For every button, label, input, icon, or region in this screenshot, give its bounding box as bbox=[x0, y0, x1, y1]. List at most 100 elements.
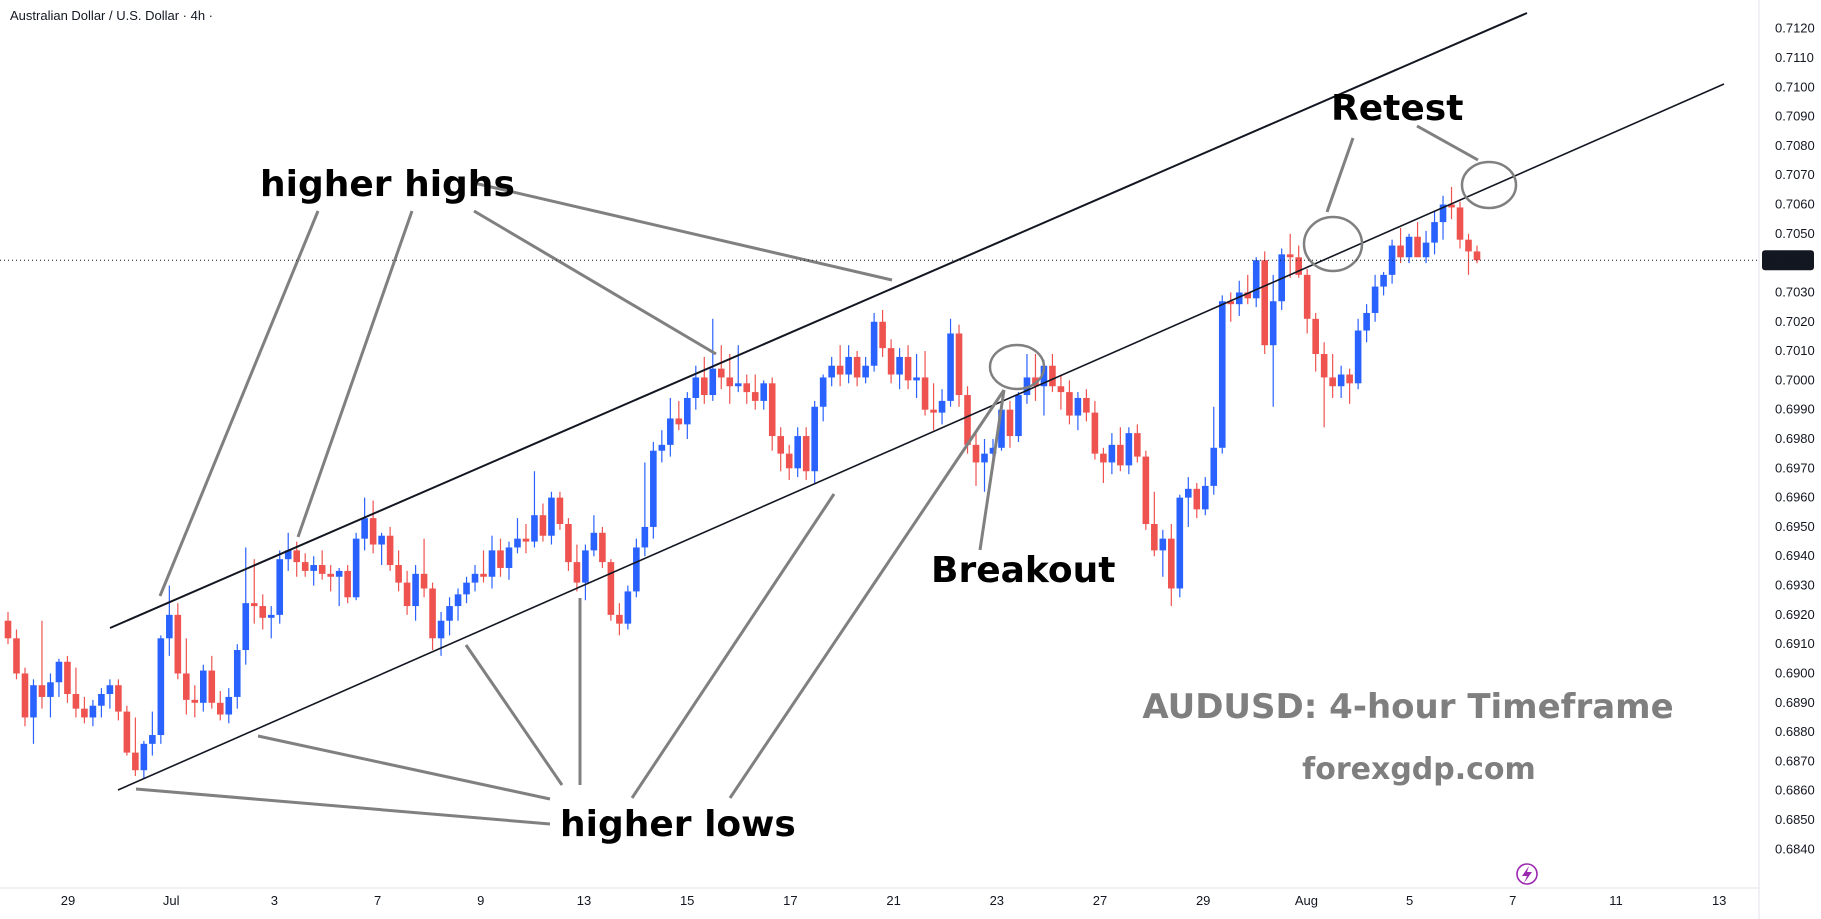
candle[interactable] bbox=[1371, 274, 1379, 322]
candle[interactable] bbox=[1303, 269, 1311, 334]
candle[interactable] bbox=[1168, 524, 1175, 607]
candle[interactable] bbox=[225, 688, 233, 724]
candle[interactable] bbox=[1456, 201, 1464, 249]
candle[interactable] bbox=[836, 345, 844, 387]
candle[interactable] bbox=[1015, 392, 1022, 442]
candle[interactable] bbox=[947, 318, 954, 407]
candle[interactable] bbox=[930, 383, 937, 431]
candle[interactable] bbox=[267, 606, 275, 639]
candle[interactable] bbox=[981, 439, 988, 492]
candle[interactable] bbox=[641, 462, 649, 557]
candle[interactable] bbox=[522, 524, 530, 554]
candle[interactable] bbox=[1049, 354, 1056, 393]
candle[interactable] bbox=[1388, 239, 1396, 284]
candle[interactable] bbox=[132, 717, 139, 777]
price-axis[interactable]: 0.7120 0.7110 0.7100 0.7090 0.7080 0.7070 0.70… bbox=[1775, 21, 1815, 857]
candle[interactable] bbox=[1032, 354, 1039, 401]
candle[interactable] bbox=[259, 594, 267, 630]
candle[interactable] bbox=[233, 644, 241, 709]
candle[interactable] bbox=[123, 705, 131, 756]
candle[interactable] bbox=[344, 565, 351, 604]
candle[interactable] bbox=[1439, 195, 1447, 240]
candle[interactable] bbox=[565, 518, 572, 571]
candle[interactable] bbox=[174, 603, 182, 680]
candle[interactable] bbox=[777, 427, 785, 472]
candle[interactable] bbox=[760, 380, 768, 410]
candle[interactable] bbox=[811, 400, 818, 483]
candle[interactable] bbox=[497, 538, 504, 577]
candle[interactable] bbox=[726, 354, 734, 404]
candle[interactable] bbox=[785, 444, 793, 481]
candle[interactable] bbox=[870, 312, 878, 372]
candle[interactable] bbox=[1159, 529, 1167, 577]
candle[interactable] bbox=[454, 588, 462, 621]
candle[interactable] bbox=[250, 559, 258, 624]
candle[interactable] bbox=[1117, 427, 1124, 472]
candle[interactable] bbox=[1151, 491, 1158, 557]
candle[interactable] bbox=[590, 515, 598, 557]
candle[interactable] bbox=[81, 696, 88, 724]
candle[interactable] bbox=[1312, 312, 1319, 372]
candle[interactable] bbox=[200, 664, 207, 712]
candle[interactable] bbox=[1346, 368, 1353, 404]
candle[interactable] bbox=[47, 673, 54, 718]
candle[interactable] bbox=[1422, 230, 1430, 264]
candle[interactable] bbox=[616, 603, 623, 636]
candle[interactable] bbox=[1006, 400, 1014, 448]
candle[interactable] bbox=[327, 565, 334, 592]
candle[interactable] bbox=[624, 585, 632, 630]
candle[interactable] bbox=[684, 392, 691, 439]
candle[interactable] bbox=[1397, 227, 1404, 264]
candle[interactable] bbox=[548, 491, 555, 545]
upper-channel-line[interactable] bbox=[109, 12, 1528, 629]
candle[interactable] bbox=[1091, 400, 1099, 460]
candle[interactable] bbox=[395, 550, 402, 592]
candle[interactable] bbox=[743, 374, 751, 404]
candle[interactable] bbox=[38, 620, 46, 709]
candle[interactable] bbox=[488, 535, 496, 589]
candle[interactable] bbox=[1193, 482, 1201, 519]
candle[interactable] bbox=[21, 667, 29, 727]
candle[interactable] bbox=[1405, 233, 1413, 264]
candle[interactable] bbox=[853, 351, 861, 387]
candle[interactable] bbox=[514, 518, 521, 554]
candle[interactable] bbox=[183, 638, 190, 715]
candle[interactable] bbox=[904, 345, 912, 390]
candle[interactable] bbox=[1337, 365, 1345, 398]
candle[interactable] bbox=[140, 740, 148, 779]
candle[interactable] bbox=[1057, 374, 1065, 410]
candle[interactable] bbox=[471, 565, 479, 592]
candle[interactable] bbox=[369, 500, 377, 554]
lightning-icon[interactable] bbox=[1516, 863, 1538, 885]
candle[interactable] bbox=[1431, 210, 1438, 255]
candle[interactable] bbox=[921, 351, 929, 416]
candle[interactable] bbox=[955, 324, 963, 407]
candle[interactable] bbox=[1100, 447, 1107, 483]
candle[interactable] bbox=[352, 532, 360, 601]
candle[interactable] bbox=[539, 503, 547, 542]
candle[interactable] bbox=[284, 532, 292, 571]
candle[interactable] bbox=[1363, 304, 1370, 343]
candle[interactable] bbox=[709, 318, 717, 401]
candle[interactable] bbox=[276, 550, 284, 624]
candle[interactable] bbox=[607, 559, 615, 621]
candle[interactable] bbox=[1066, 380, 1073, 425]
candle[interactable] bbox=[845, 345, 852, 384]
candle[interactable] bbox=[216, 691, 224, 721]
candle[interactable] bbox=[1269, 274, 1277, 407]
candle[interactable] bbox=[1252, 257, 1260, 308]
candle[interactable] bbox=[1227, 292, 1235, 322]
candle[interactable] bbox=[1320, 342, 1328, 428]
candle[interactable] bbox=[599, 526, 606, 568]
candle[interactable] bbox=[505, 541, 513, 580]
candle[interactable] bbox=[734, 345, 742, 393]
candle[interactable] bbox=[361, 497, 368, 551]
candle[interactable] bbox=[650, 441, 657, 539]
candle[interactable] bbox=[30, 679, 37, 744]
symbol-title[interactable]: Australian Dollar / U.S. Dollar · 4h · bbox=[10, 8, 213, 23]
candle[interactable] bbox=[4, 611, 12, 645]
candle[interactable] bbox=[1218, 295, 1226, 454]
candle[interactable] bbox=[378, 532, 385, 566]
candle[interactable] bbox=[1210, 406, 1218, 495]
candle[interactable] bbox=[972, 430, 980, 486]
